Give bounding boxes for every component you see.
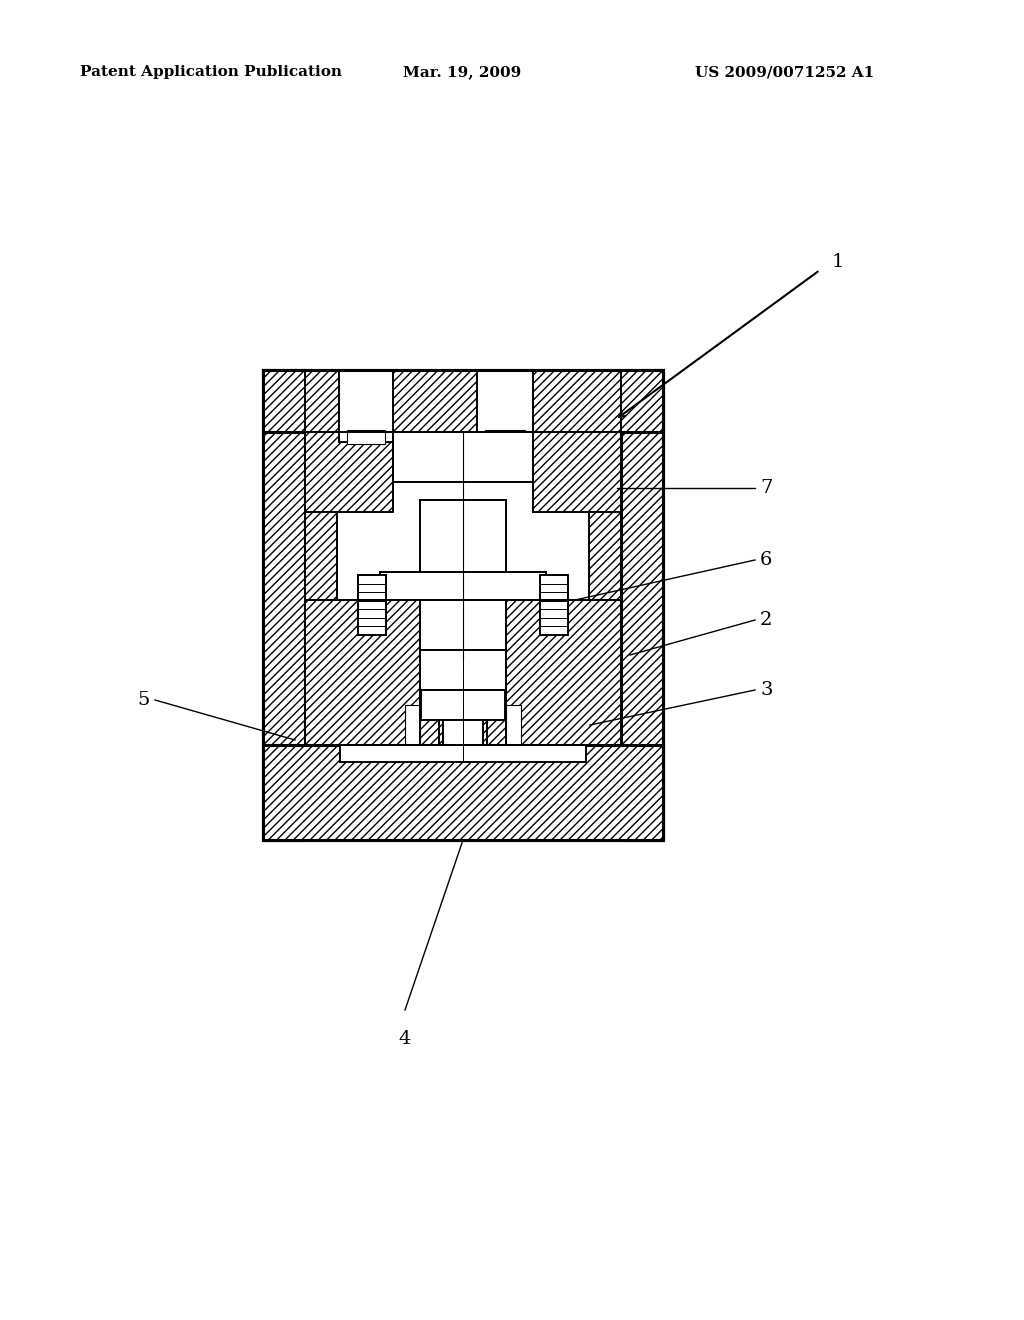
Bar: [305, 432, 393, 512]
Bar: [305, 432, 337, 744]
Bar: [263, 370, 305, 840]
Text: 4: 4: [398, 1030, 412, 1048]
Bar: [263, 744, 663, 840]
Bar: [305, 601, 420, 744]
Bar: [534, 370, 621, 462]
Text: US 2009/0071252 A1: US 2009/0071252 A1: [695, 65, 874, 79]
Text: 7: 7: [760, 479, 772, 498]
Bar: [305, 601, 621, 744]
Text: 1: 1: [831, 253, 845, 271]
Bar: [305, 370, 339, 462]
Bar: [263, 370, 663, 432]
Text: Patent Application Publication: Patent Application Publication: [80, 65, 342, 79]
Bar: [305, 432, 621, 744]
Bar: [393, 432, 534, 482]
Bar: [347, 430, 385, 444]
Text: Mar. 19, 2009: Mar. 19, 2009: [402, 65, 521, 79]
Bar: [540, 576, 568, 635]
Bar: [406, 705, 420, 744]
Bar: [305, 690, 621, 744]
Bar: [420, 690, 439, 744]
Bar: [380, 572, 546, 601]
Bar: [506, 601, 621, 744]
Bar: [443, 719, 483, 744]
Bar: [485, 430, 525, 444]
Bar: [263, 370, 663, 840]
Bar: [477, 370, 534, 442]
Bar: [506, 705, 521, 744]
Bar: [487, 690, 506, 744]
Bar: [263, 370, 663, 840]
Bar: [339, 370, 393, 442]
Bar: [358, 576, 386, 635]
Text: 5: 5: [137, 690, 150, 709]
Bar: [393, 370, 477, 432]
Bar: [420, 500, 506, 649]
Bar: [621, 370, 663, 840]
Text: 6: 6: [760, 550, 772, 569]
Text: 3: 3: [760, 681, 772, 700]
Bar: [589, 432, 621, 744]
Bar: [340, 744, 586, 762]
Text: 2: 2: [760, 611, 772, 630]
Bar: [534, 432, 621, 512]
Bar: [421, 690, 505, 719]
